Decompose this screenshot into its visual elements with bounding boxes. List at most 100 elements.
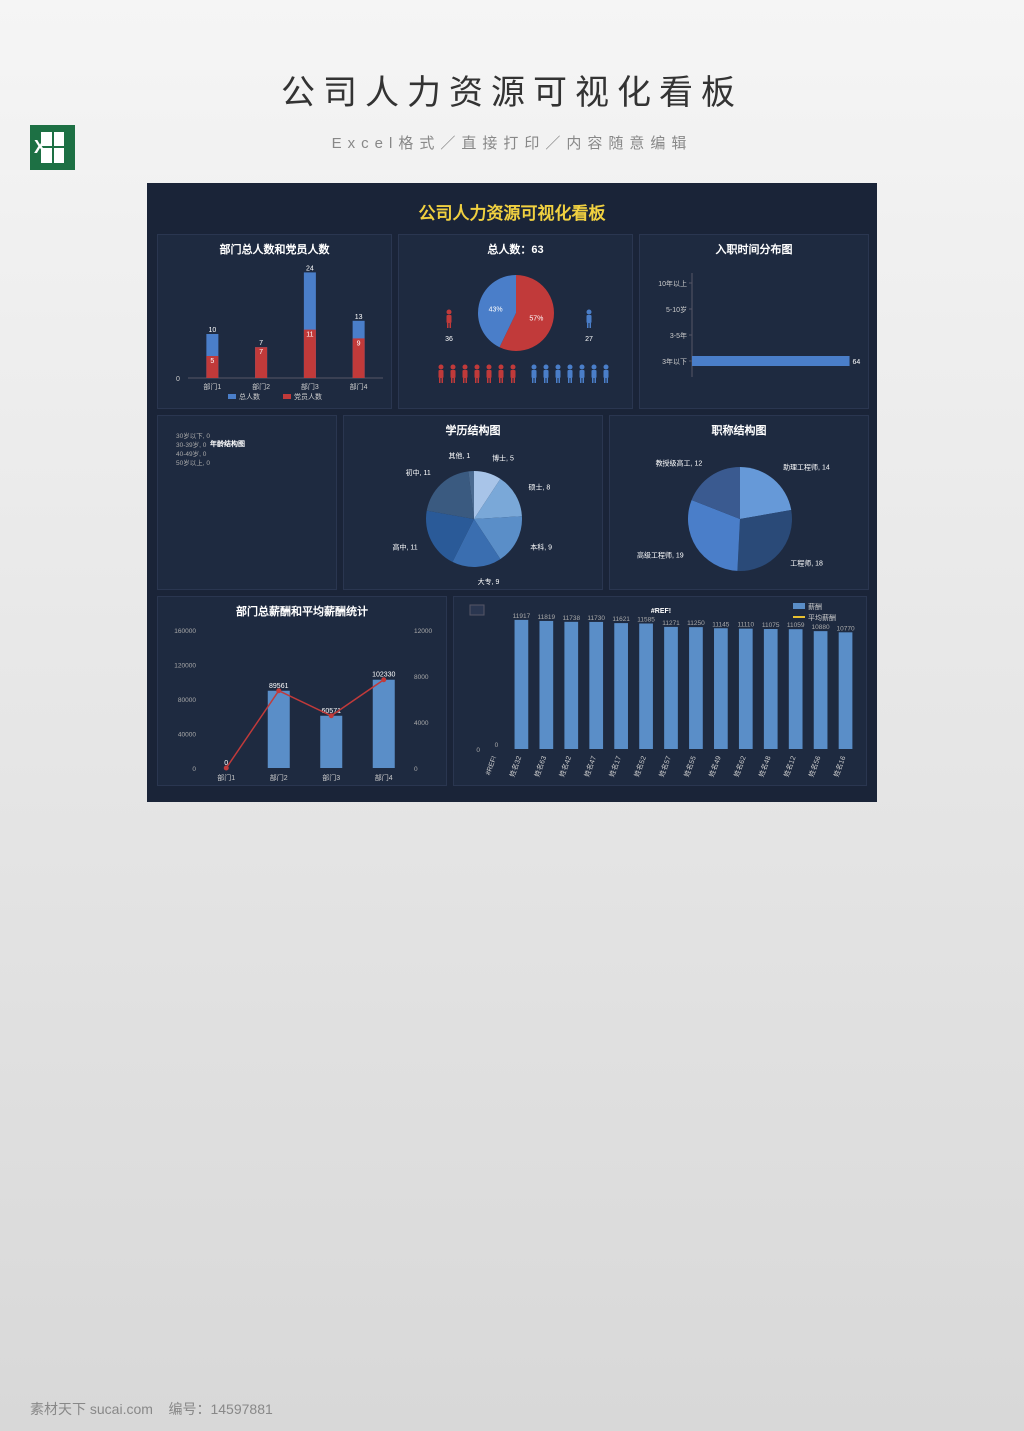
svg-text:11075: 11075: [762, 622, 780, 629]
svg-text:党员人数: 党员人数: [294, 392, 322, 401]
svg-text:姓名47: 姓名47: [582, 755, 598, 779]
svg-text:0: 0: [414, 766, 418, 773]
svg-text:11730: 11730: [587, 615, 605, 622]
salary-dept-chart: 04000080000120000160000040008000120000部门…: [158, 625, 448, 790]
dashboard-title: 公司人力资源可视化看板: [157, 193, 867, 234]
svg-text:11585: 11585: [637, 616, 655, 623]
age-chart-panel: 年龄结构图30岁以下, 030-39岁, 040-49岁, 050岁以上, 0: [157, 415, 337, 590]
svg-text:36: 36: [445, 336, 453, 343]
svg-text:0: 0: [176, 376, 180, 383]
title-chart-panel: 职称结构图 助理工程师, 14 工程师, 18 高级工程师, 19 教授级高工, 12: [609, 415, 869, 590]
page-subtitle: Excel格式／直接打印／内容随意编辑: [0, 132, 1024, 153]
svg-text:160000: 160000: [174, 628, 196, 635]
svg-text:姓名12: 姓名12: [782, 755, 798, 779]
education-pie-chart: 博士, 5硕士, 8本科, 9大专, 9高中, 11初中, 11其他, 1: [344, 444, 604, 594]
dept-bar-chart: 0105部门177部门22411部门3139部门4总人数党员人数: [158, 263, 393, 413]
svg-text:5-10岁: 5-10岁: [666, 305, 687, 314]
age-pie-chart: 年龄结构图30岁以下, 030-39岁, 040-49岁, 050岁以上, 0: [158, 416, 338, 591]
gender-chart-panel: 总人数：63 57%43%3627: [398, 234, 633, 409]
svg-text:8000: 8000: [414, 674, 429, 681]
svg-text:10年以上: 10年以上: [658, 279, 687, 288]
dept-chart-panel: 部门总人数和党员人数 0105部门177部门22411部门3139部门4总人数党…: [157, 234, 392, 409]
svg-text:初中, 11: 初中, 11: [406, 468, 431, 477]
svg-text:姓名16: 姓名16: [832, 755, 848, 779]
footer: 素材天下 sucai.com 编号：14597881: [30, 1399, 273, 1419]
salary-detail-chart: #REF!薪酬平均薪酬00#REF!11917姓名3211819姓名631173…: [454, 597, 868, 787]
svg-text:工程师, 18: 工程师, 18: [790, 558, 823, 567]
salary-detail-panel: #REF!薪酬平均薪酬00#REF!11917姓名3211819姓名631173…: [453, 596, 867, 786]
svg-text:24: 24: [306, 265, 314, 272]
footer-site: 素材天下 sucai.com: [30, 1401, 153, 1417]
svg-text:11819: 11819: [538, 614, 556, 621]
svg-text:姓名32: 姓名32: [507, 755, 523, 779]
title-chart-title: 职称结构图: [610, 416, 868, 444]
svg-text:姓名49: 姓名49: [707, 755, 723, 779]
svg-text:11059: 11059: [787, 622, 805, 629]
svg-text:姓名56: 姓名56: [807, 755, 823, 779]
svg-text:0: 0: [476, 747, 480, 754]
svg-text:姓名63: 姓名63: [532, 755, 548, 779]
title-pie-chart: 助理工程师, 14 工程师, 18 高级工程师, 19 教授级高工, 12: [610, 444, 870, 594]
gender-pie-chart: 57%43%3627: [399, 263, 634, 413]
svg-text:0: 0: [192, 766, 196, 773]
svg-text:3-5年: 3-5年: [670, 331, 687, 340]
footer-id: 14597881: [210, 1401, 272, 1417]
svg-text:40-49岁, 0: 40-49岁, 0: [176, 449, 207, 458]
svg-text:10880: 10880: [812, 624, 830, 631]
svg-text:博士, 5: 博士, 5: [492, 454, 514, 463]
svg-text:30-39岁, 0: 30-39岁, 0: [176, 440, 207, 449]
gender-chart-title: 总人数：63: [399, 235, 632, 263]
tenure-chart-title: 入职时间分布图: [640, 235, 868, 263]
svg-text:10: 10: [208, 327, 216, 334]
svg-text:57%: 57%: [529, 316, 543, 323]
svg-text:4000: 4000: [414, 720, 429, 727]
education-chart-panel: 学历结构图 博士, 5硕士, 8本科, 9大专, 9高中, 11初中, 11其他…: [343, 415, 603, 590]
svg-text:#REF!: #REF!: [651, 608, 671, 615]
svg-text:#REF!: #REF!: [485, 755, 498, 776]
svg-text:平均薪酬: 平均薪酬: [808, 613, 836, 622]
svg-text:总人数: 总人数: [239, 392, 260, 401]
svg-text:40000: 40000: [178, 732, 196, 739]
svg-text:姓名42: 姓名42: [557, 755, 573, 779]
svg-text:本科, 9: 本科, 9: [530, 542, 552, 551]
excel-icon: X: [30, 125, 75, 170]
footer-id-label: 编号：: [168, 1401, 210, 1417]
svg-text:部门3: 部门3: [322, 773, 340, 782]
svg-text:教授级高工, 12: 教授级高工, 12: [656, 459, 703, 468]
svg-text:13: 13: [355, 314, 363, 321]
page-title: 公司人力资源可视化看板: [0, 65, 1024, 114]
svg-text:11738: 11738: [562, 615, 580, 622]
svg-text:助理工程师, 14: 助理工程师, 14: [783, 463, 830, 472]
tenure-chart-panel: 入职时间分布图 10年以上 5-10岁 3-5年 3年以下 64: [639, 234, 869, 409]
svg-text:120000: 120000: [174, 663, 196, 670]
svg-text:10770: 10770: [836, 625, 854, 632]
svg-text:64: 64: [853, 359, 861, 366]
svg-text:部门2: 部门2: [270, 773, 288, 782]
svg-text:姓名52: 姓名52: [632, 755, 648, 779]
svg-text:11621: 11621: [612, 616, 630, 623]
salary-dept-title: 部门总薪酬和平均薪酬统计: [158, 597, 446, 625]
svg-text:43%: 43%: [489, 306, 503, 313]
svg-text:高级工程师, 19: 高级工程师, 19: [637, 550, 684, 559]
svg-text:11: 11: [306, 332, 313, 339]
svg-text:11917: 11917: [513, 613, 531, 620]
svg-text:部门2: 部门2: [252, 382, 270, 391]
svg-text:7: 7: [259, 340, 263, 347]
svg-text:11250: 11250: [687, 620, 705, 627]
svg-text:姓名55: 姓名55: [682, 755, 698, 779]
svg-text:高中, 11: 高中, 11: [393, 542, 418, 551]
svg-text:12000: 12000: [414, 628, 432, 635]
svg-text:其他, 1: 其他, 1: [449, 451, 471, 460]
svg-text:9: 9: [357, 340, 361, 347]
svg-text:大专, 9: 大专, 9: [478, 577, 500, 586]
svg-text:30岁以下, 0: 30岁以下, 0: [176, 431, 210, 440]
svg-text:部门4: 部门4: [375, 773, 393, 782]
tenure-hbar-chart: 10年以上 5-10岁 3-5年 3年以下 64: [640, 263, 870, 413]
svg-text:5: 5: [210, 358, 214, 365]
svg-text:3年以下: 3年以下: [662, 357, 687, 366]
svg-text:80000: 80000: [178, 697, 196, 704]
dashboard: 公司人力资源可视化看板 部门总人数和党员人数 0105部门177部门22411部…: [147, 183, 877, 802]
education-chart-title: 学历结构图: [344, 416, 602, 444]
svg-text:薪酬: 薪酬: [808, 602, 822, 611]
svg-text:年龄结构图: 年龄结构图: [210, 439, 245, 448]
